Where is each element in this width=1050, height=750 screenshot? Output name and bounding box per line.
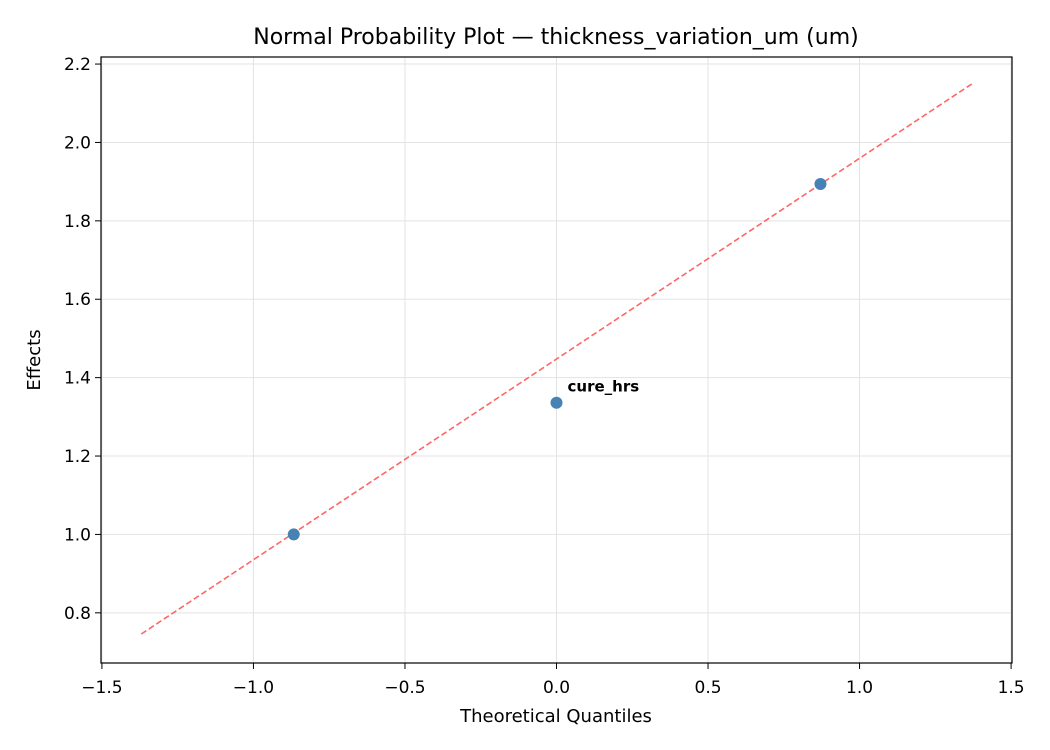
x-tick-label: 1.0	[846, 678, 873, 698]
point	[550, 396, 563, 409]
reference-line	[140, 83, 973, 635]
chart-title: Normal Probability Plot — thickness_vari…	[253, 25, 858, 50]
annotation: cure_hrs	[568, 378, 640, 396]
y-tick-label: 1.8	[64, 212, 91, 232]
y-tick-label: 1.6	[64, 290, 91, 310]
y-tick-label: 1.0	[64, 525, 91, 545]
y-tick-label: 1.4	[64, 369, 91, 389]
x-tick-label: 1.5	[998, 678, 1025, 698]
y-tick-label: 1.2	[64, 447, 91, 467]
point	[287, 528, 300, 541]
point	[814, 178, 827, 191]
x-tick-label: 0.5	[695, 678, 722, 698]
y-axis-label: Effects	[24, 329, 45, 390]
x-tick-label: −0.5	[384, 678, 425, 698]
x-tick-label: −1.5	[81, 678, 122, 698]
x-tick-label: −1.0	[233, 678, 274, 698]
y-tick-label: 0.8	[64, 604, 91, 624]
plot-frame	[100, 56, 1013, 664]
x-tick-label: 0.0	[543, 678, 570, 698]
y-tick-label: 2.2	[64, 55, 91, 75]
x-axis-label: Theoretical Quantiles	[459, 706, 652, 727]
y-tick-label: 2.0	[64, 133, 91, 153]
